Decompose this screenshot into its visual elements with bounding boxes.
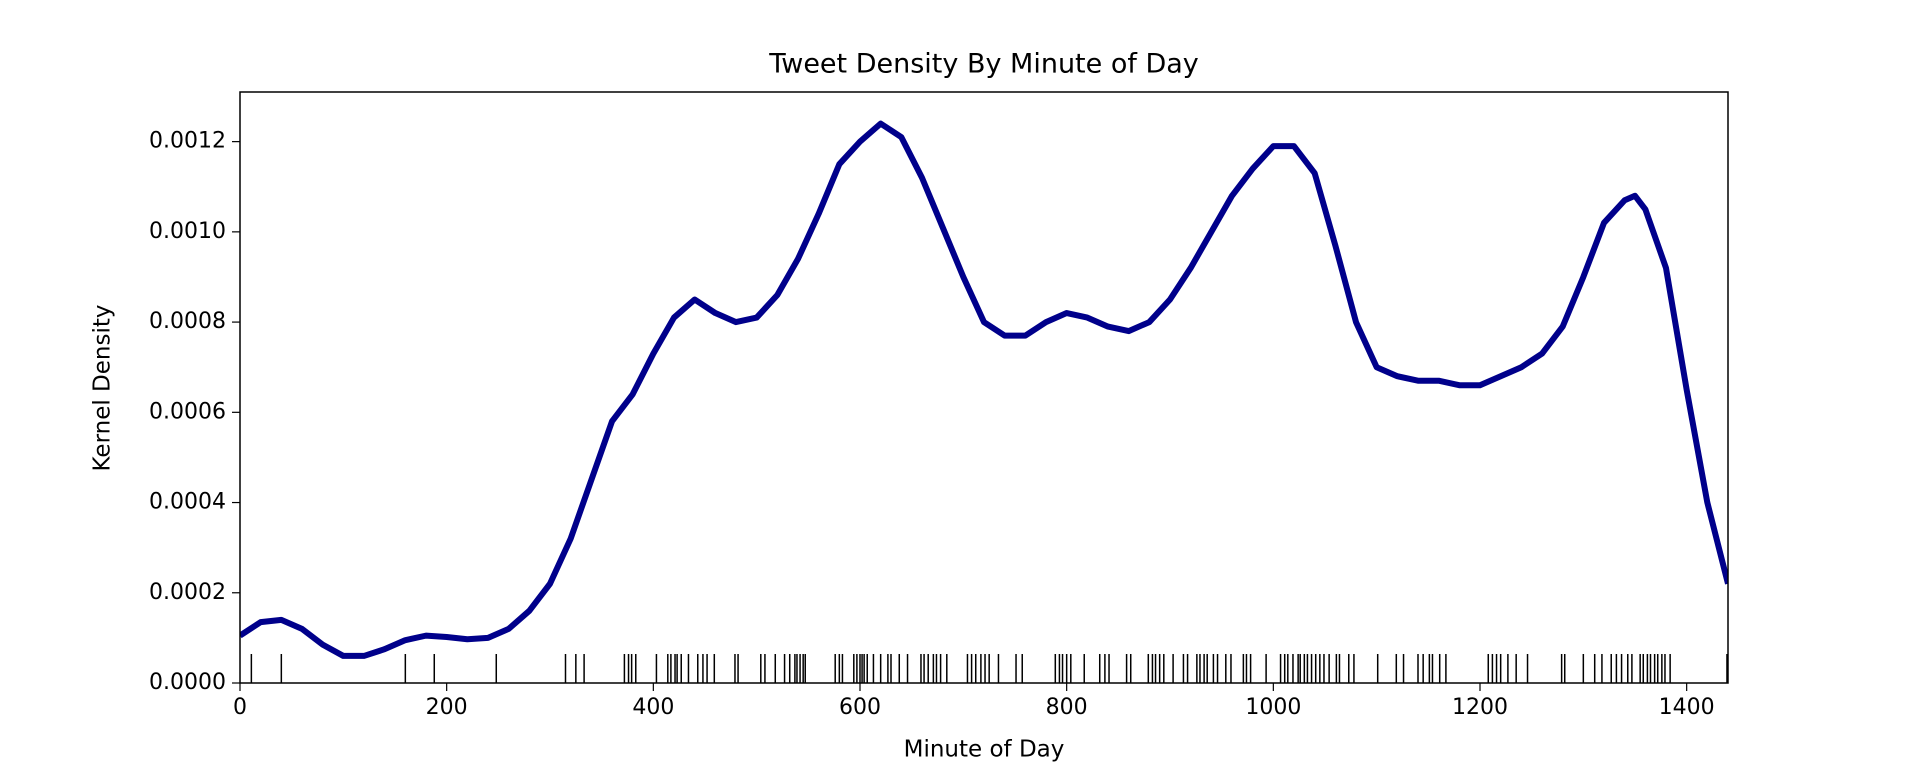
y-tick-label: 0.0012 [149, 129, 226, 154]
x-tick-label: 1400 [1659, 695, 1715, 720]
y-tick-label: 0.0002 [149, 580, 226, 605]
x-tick-label: 600 [839, 695, 881, 720]
y-tick-label: 0.0010 [149, 219, 226, 244]
x-tick-label: 1200 [1452, 695, 1508, 720]
plot-frame [239, 91, 1729, 684]
y-axis-label: Kernel Density [90, 304, 116, 471]
chart-title: Tweet Density By Minute of Day [768, 49, 1199, 80]
x-tick-label: 1000 [1245, 695, 1301, 720]
x-tick-label: 0 [233, 695, 247, 720]
x-tick-label: 800 [1046, 695, 1088, 720]
density-line [240, 120, 1728, 659]
y-tick-label: 0.0000 [149, 670, 226, 695]
y-tick-label: 0.0008 [149, 309, 226, 334]
x-axis-label: Minute of Day [904, 737, 1065, 763]
x-tick-label: 400 [632, 695, 674, 720]
x-tick-label: 200 [426, 695, 468, 720]
y-tick-label: 0.0004 [149, 490, 226, 515]
y-tick-label: 0.0006 [149, 399, 226, 424]
